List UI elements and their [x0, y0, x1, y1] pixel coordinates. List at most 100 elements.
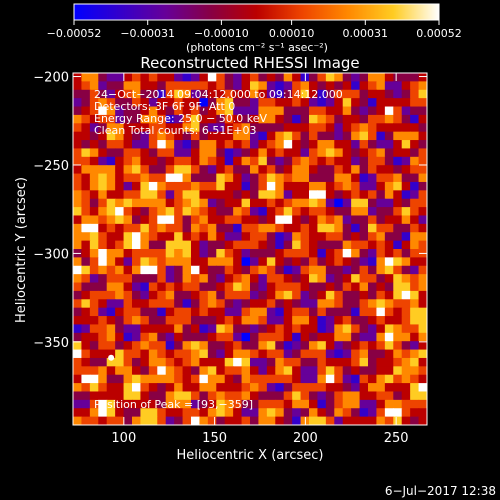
- heatmap-cell: [393, 165, 403, 175]
- heatmap-cell: [300, 106, 310, 116]
- heatmap-cell: [157, 98, 167, 108]
- heatmap-cell: [199, 416, 209, 425]
- heatmap-cell: [233, 391, 243, 401]
- heatmap-cell: [351, 307, 361, 317]
- heatmap-cell: [224, 316, 234, 326]
- heatmap-cell: [325, 290, 335, 300]
- heatmap-cell: [317, 324, 327, 334]
- heatmap-cell: [351, 341, 361, 351]
- heatmap-cell: [283, 89, 293, 99]
- heatmap-cell: [106, 374, 116, 384]
- heatmap-cell: [250, 207, 260, 217]
- heatmap-cell: [275, 391, 285, 401]
- colorbar-tick-label: 0.00031: [343, 27, 389, 40]
- heatmap-cell: [199, 207, 209, 217]
- heatmap-cell: [199, 215, 209, 225]
- heatmap-cell: [216, 156, 226, 166]
- heatmap-cell: [106, 131, 116, 141]
- heatmap-cell: [165, 148, 175, 158]
- heatmap-cell: [418, 73, 427, 82]
- heatmap-cell: [283, 341, 293, 351]
- heatmap-cell: [207, 223, 217, 233]
- heatmap-cell: [132, 324, 142, 334]
- heatmap-cell: [89, 408, 99, 418]
- heatmap-cell: [309, 190, 319, 200]
- heatmap-cell: [393, 391, 403, 401]
- heatmap-cell: [174, 156, 184, 166]
- heatmap-cell: [334, 332, 344, 342]
- heatmap-cell: [317, 215, 327, 225]
- heatmap-cell: [384, 274, 394, 284]
- heatmap-cell: [266, 106, 276, 116]
- heatmap-cell: [342, 383, 352, 393]
- heatmap-cell: [207, 198, 217, 208]
- heatmap-cell: [351, 123, 361, 133]
- heatmap-cell: [89, 274, 99, 284]
- heatmap-cell: [216, 106, 226, 116]
- heatmap-cell: [393, 89, 403, 99]
- heatmap-cell: [410, 156, 420, 166]
- heatmap-cell: [123, 114, 133, 124]
- heatmap-cell: [148, 81, 158, 91]
- heatmap-cell: [165, 140, 175, 150]
- heatmap-cell: [342, 274, 352, 284]
- heatmap-cell: [283, 383, 293, 393]
- heatmap-cell: [216, 181, 226, 191]
- heatmap-cell: [132, 98, 142, 108]
- heatmap-cell: [410, 391, 420, 401]
- heatmap-cell: [207, 307, 217, 317]
- heatmap-cell: [191, 173, 201, 183]
- heatmap-cell: [393, 131, 403, 141]
- heatmap-cell: [73, 374, 83, 384]
- heatmap-cell: [81, 240, 91, 250]
- heatmap-cell: [182, 274, 192, 284]
- heatmap-cell: [174, 148, 184, 158]
- heatmap-cell: [317, 190, 327, 200]
- heatmap-cell: [207, 73, 217, 82]
- heatmap-cell: [191, 165, 201, 175]
- heatmap-cell: [418, 341, 427, 351]
- x-axis-ticks: 100 150 200 250: [111, 73, 409, 446]
- heatmap-cell: [317, 249, 327, 258]
- heatmap-cell: [165, 190, 175, 200]
- heatmap-cell: [148, 148, 158, 158]
- heatmap-cell: [216, 240, 226, 250]
- heatmap-cell: [384, 81, 394, 91]
- heatmap-cell: [241, 349, 251, 359]
- heatmap-cell: [89, 207, 99, 217]
- heatmap-cell: [292, 307, 302, 317]
- heatmap-cell: [157, 265, 167, 275]
- heatmap-cell: [132, 181, 142, 191]
- heatmap-cell: [165, 156, 175, 166]
- heatmap-cell: [275, 307, 285, 317]
- heatmap-cell: [216, 383, 226, 393]
- heatmap-cell: [191, 324, 201, 334]
- heatmap-cell: [325, 324, 335, 334]
- heatmap-cell: [174, 383, 184, 393]
- heatmap-cell: [368, 207, 378, 217]
- heatmap-cell: [73, 81, 83, 91]
- heatmap-cell: [384, 399, 394, 409]
- heatmap-cell: [334, 232, 344, 242]
- heatmap-cell: [241, 399, 251, 409]
- heatmap-cell: [233, 383, 243, 393]
- heatmap-cell: [199, 81, 209, 91]
- heatmap-cell: [115, 215, 125, 225]
- heatmap-cell: [275, 165, 285, 175]
- heatmap-cell: [376, 173, 386, 183]
- heatmap-cell: [207, 165, 217, 175]
- heatmap-cell: [258, 156, 268, 166]
- heatmap-cell: [148, 98, 158, 108]
- heatmap-cell: [98, 391, 108, 401]
- heatmap-cell: [182, 383, 192, 393]
- heatmap-cell: [384, 198, 394, 208]
- heatmap-cell: [224, 207, 234, 217]
- heatmap-cell: [233, 290, 243, 300]
- heatmap-cell: [393, 198, 403, 208]
- heatmap-cell: [401, 408, 411, 418]
- heatmap-cell: [115, 207, 125, 217]
- heatmap-cell: [157, 232, 167, 242]
- heatmap-cell: [98, 408, 108, 418]
- heatmap-cell: [233, 131, 243, 141]
- heatmap-cell: [157, 366, 167, 376]
